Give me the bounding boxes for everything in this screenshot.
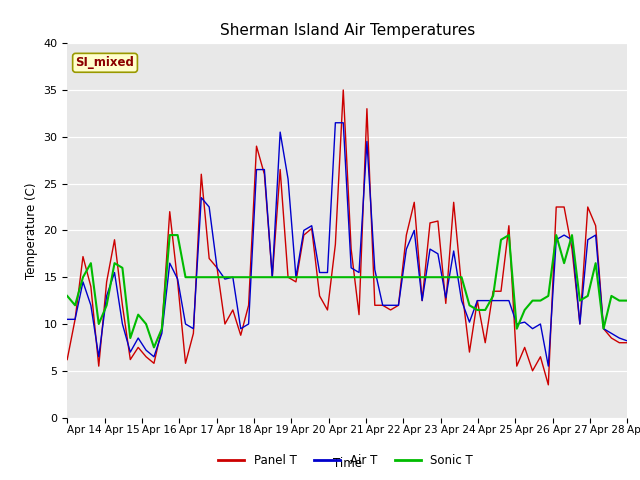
Panel T bbox=[545, 382, 552, 388]
Sonic T bbox=[63, 293, 71, 299]
Sonic T bbox=[142, 321, 150, 327]
Sonic T bbox=[458, 275, 465, 280]
Panel T bbox=[142, 354, 150, 360]
Air T bbox=[387, 302, 394, 308]
Title: Sherman Island Air Temperatures: Sherman Island Air Temperatures bbox=[220, 23, 475, 38]
Panel T bbox=[623, 340, 631, 346]
Air T bbox=[63, 316, 71, 322]
Sonic T bbox=[150, 345, 158, 350]
Sonic T bbox=[434, 275, 442, 280]
X-axis label: Time: Time bbox=[333, 457, 362, 470]
Air T bbox=[545, 363, 552, 369]
Air T bbox=[332, 120, 339, 126]
Air T bbox=[450, 248, 458, 254]
Sonic T bbox=[166, 232, 173, 238]
Panel T bbox=[63, 357, 71, 362]
Panel T bbox=[339, 87, 347, 93]
Sonic T bbox=[623, 298, 631, 303]
Air T bbox=[623, 338, 631, 344]
Line: Sonic T: Sonic T bbox=[67, 235, 627, 348]
Panel T bbox=[387, 307, 394, 313]
Panel T bbox=[450, 200, 458, 205]
Sonic T bbox=[592, 260, 600, 266]
Air T bbox=[142, 348, 150, 353]
Panel T bbox=[426, 220, 434, 226]
Sonic T bbox=[395, 275, 403, 280]
Air T bbox=[426, 246, 434, 252]
Sonic T bbox=[268, 275, 276, 280]
Air T bbox=[592, 232, 600, 238]
Y-axis label: Temperature (C): Temperature (C) bbox=[25, 182, 38, 279]
Air T bbox=[253, 167, 260, 172]
Line: Air T: Air T bbox=[67, 123, 627, 366]
Line: Panel T: Panel T bbox=[67, 90, 627, 385]
Panel T bbox=[253, 143, 260, 149]
Legend: Panel T, Air T, Sonic T: Panel T, Air T, Sonic T bbox=[214, 449, 477, 472]
Text: SI_mixed: SI_mixed bbox=[76, 56, 134, 69]
Panel T bbox=[592, 223, 600, 228]
